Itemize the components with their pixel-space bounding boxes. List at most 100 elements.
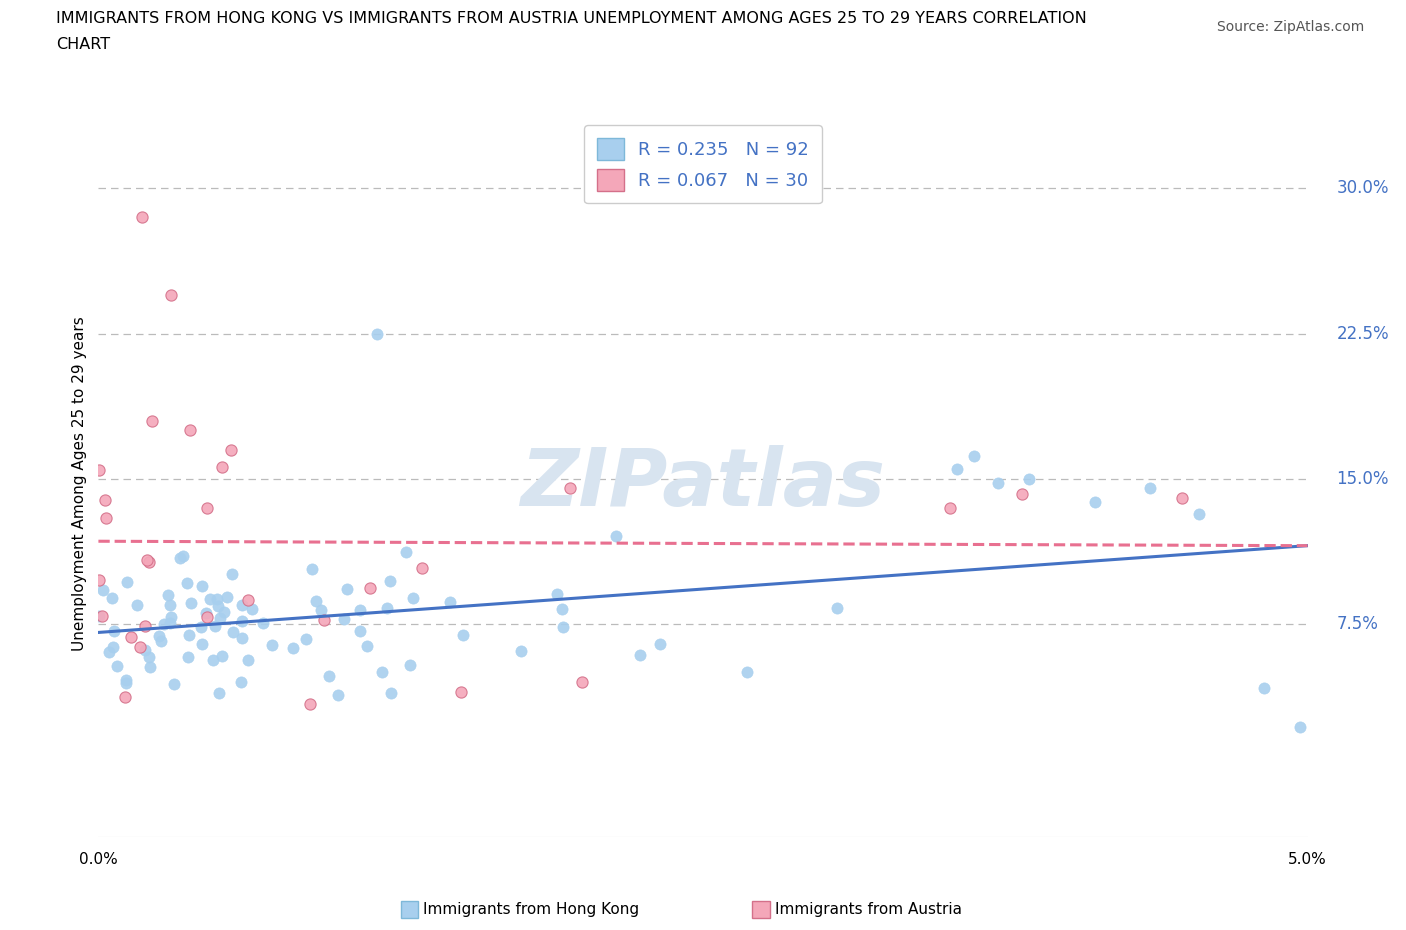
Point [1011,486,1033,501]
Point [134,618,156,633]
Point [375,601,398,616]
Point [217,590,239,604]
Point [190,619,212,634]
Point [1084,495,1107,510]
Point [179,423,201,438]
Point [571,674,593,689]
Point [207,598,229,613]
Point [366,326,388,341]
Point [91,583,114,598]
Point [349,624,371,639]
Point [172,549,194,564]
Point [453,627,475,642]
Point [103,624,125,639]
Point [231,598,253,613]
Point [735,665,758,680]
Point [825,601,848,616]
Point [94,511,117,525]
Point [294,631,316,646]
Text: 5.0%: 5.0% [1288,853,1327,868]
Point [380,685,402,700]
Point [204,618,226,633]
Point [356,639,378,654]
Point [135,552,157,567]
Text: ZIPatlas: ZIPatlas [520,445,886,523]
Point [105,658,128,673]
Point [211,648,233,663]
Point [194,605,217,620]
Point [120,630,142,644]
Y-axis label: Unemployment Among Ages 25 to 29 years: Unemployment Among Ages 25 to 29 years [72,316,87,651]
Point [163,677,186,692]
Point [222,624,245,639]
Point [262,637,284,652]
Point [1018,472,1040,486]
Point [312,613,335,628]
Point [208,686,231,701]
Point [231,674,253,689]
Point [148,628,170,643]
Point [551,602,574,617]
Text: 15.0%: 15.0% [1337,470,1389,487]
Point [1171,491,1194,506]
Point [450,684,472,699]
Point [138,650,160,665]
Point [231,631,253,645]
Point [370,664,392,679]
Point [198,591,221,606]
Point [195,609,218,624]
Point [336,582,359,597]
Point [326,687,349,702]
Point [156,587,179,602]
Point [160,287,183,302]
Point [309,602,332,617]
Point [169,551,191,565]
Text: 30.0%: 30.0% [1337,179,1389,197]
Point [1253,681,1275,696]
Point [177,628,200,643]
Text: 0.0%: 0.0% [79,853,118,868]
Point [98,644,121,659]
Point [558,481,581,496]
Point [191,637,214,652]
Point [1188,506,1211,521]
Point [160,609,183,624]
Point [159,597,181,612]
Point [100,591,122,605]
Point [89,462,111,477]
Point [546,586,568,601]
Point [149,633,172,648]
Point [115,574,138,589]
Point [240,602,263,617]
Text: Immigrants from Austria: Immigrants from Austria [775,902,962,917]
Point [114,690,136,705]
Point [301,562,323,577]
Text: IMMIGRANTS FROM HONG KONG VS IMMIGRANTS FROM AUSTRIA UNEMPLOYMENT AMONG AGES 25 : IMMIGRANTS FROM HONG KONG VS IMMIGRANTS … [56,11,1087,26]
Point [211,459,233,474]
Point [628,648,651,663]
Point [402,591,425,605]
Point [605,529,627,544]
Text: 7.5%: 7.5% [1337,615,1378,633]
Point [231,613,253,628]
Point [378,574,401,589]
Legend: R = 0.235   N = 92, R = 0.067   N = 30: R = 0.235 N = 92, R = 0.067 N = 30 [585,126,821,204]
Point [236,593,259,608]
Point [509,644,531,658]
Point [318,669,340,684]
Point [333,612,356,627]
Point [1289,719,1312,734]
Point [125,598,148,613]
Text: CHART: CHART [56,37,110,52]
Text: Immigrants from Hong Kong: Immigrants from Hong Kong [423,902,640,917]
Point [553,619,575,634]
Point [131,210,153,225]
Point [195,500,218,515]
Point [176,576,198,591]
Point [299,697,322,711]
Point [395,544,418,559]
Point [114,676,136,691]
Point [87,608,110,623]
Point [1139,481,1161,496]
Point [159,616,181,631]
